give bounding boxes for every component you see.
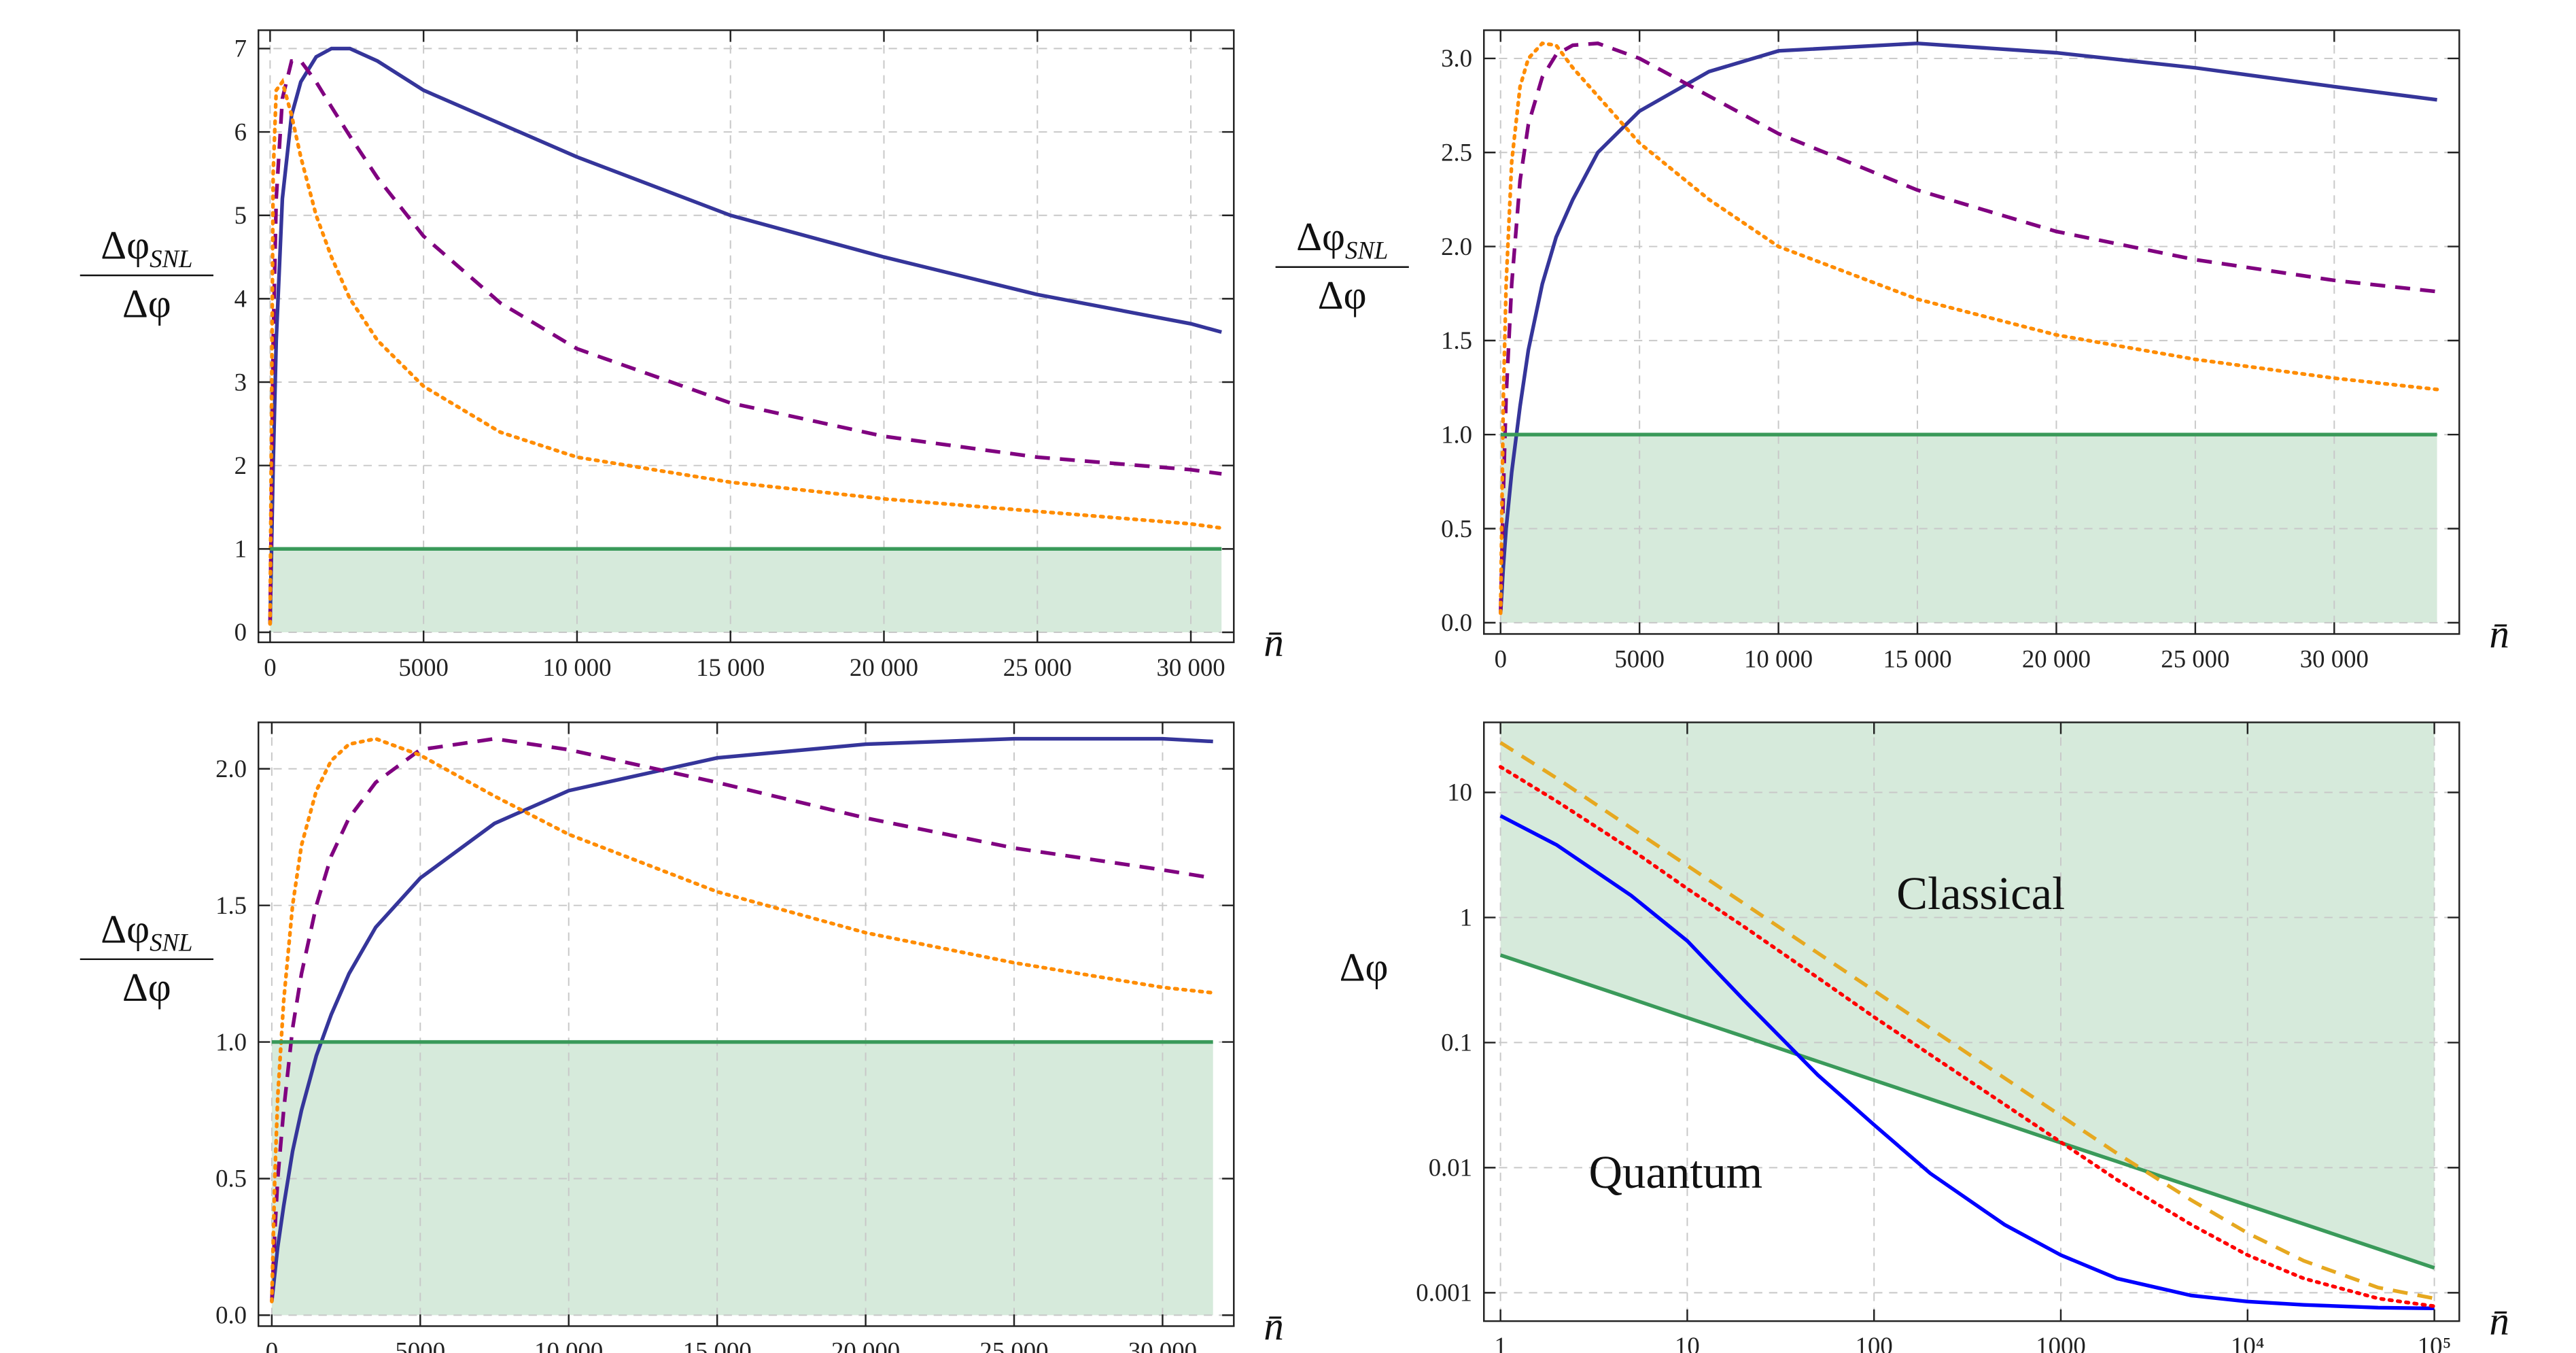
x-tick-label: 30 000 bbox=[1128, 1337, 1197, 1353]
y-axis-label: Δφ bbox=[1340, 946, 1389, 990]
y-tick-label: 5 bbox=[234, 201, 247, 229]
series-line bbox=[1499, 41, 2439, 615]
plot-frame bbox=[257, 721, 1235, 1327]
y-tick-label: 1.5 bbox=[1441, 326, 1472, 354]
series-line bbox=[270, 736, 1214, 1302]
x-tick-label: 0 bbox=[1495, 645, 1507, 673]
series-line bbox=[1499, 41, 2437, 614]
plot-frame bbox=[1483, 721, 2460, 1322]
x-tick-label: 100 bbox=[1856, 1332, 1893, 1353]
y-tick-label: 0.0 bbox=[215, 1301, 247, 1329]
x-tick-label: 15 000 bbox=[1883, 645, 1951, 673]
y-tick-label: 3 bbox=[234, 368, 247, 396]
x-tick-label: 0 bbox=[266, 1337, 278, 1353]
annotation: Quantum bbox=[1589, 1146, 1763, 1198]
plot-frame bbox=[257, 29, 1235, 643]
series-line bbox=[270, 736, 1215, 1304]
numerator-symbol: Δφ bbox=[101, 907, 150, 951]
y-tick-label: 0.1 bbox=[1441, 1029, 1472, 1057]
y-tick-label: 2.0 bbox=[215, 755, 247, 783]
x-tick-label: 25 000 bbox=[979, 1337, 1048, 1353]
y-tick-label: 2 bbox=[234, 451, 247, 479]
y-axis-label-numerator: ΔφSNL bbox=[101, 907, 192, 956]
series-line bbox=[1499, 814, 2435, 1311]
y-tick-label: 7 bbox=[234, 35, 247, 63]
series-line bbox=[268, 46, 1222, 624]
x-tick-label: 10⁴ bbox=[2231, 1332, 2265, 1353]
x-axis-label: n̄ bbox=[2489, 1299, 2509, 1343]
x-tick-label: 0 bbox=[264, 653, 276, 681]
y-axis-label-numerator: ΔφSNL bbox=[1296, 215, 1388, 264]
x-tick-label: 10 000 bbox=[534, 1337, 603, 1353]
x-tick-label: 5000 bbox=[396, 1337, 446, 1353]
series-line bbox=[1498, 765, 2437, 1308]
y-tick-label: 0.5 bbox=[215, 1165, 247, 1193]
plot-frame bbox=[1483, 29, 2460, 635]
y-tick-label: 2.5 bbox=[1441, 139, 1472, 167]
y-axis-label-denominator: Δφ bbox=[1318, 273, 1367, 318]
numerator-symbol: Δφ bbox=[101, 224, 150, 268]
x-tick-label: 10 000 bbox=[1744, 645, 1813, 673]
y-tick-label: 2.0 bbox=[1441, 233, 1472, 260]
y-tick-label: 1.0 bbox=[1441, 420, 1472, 448]
series-line bbox=[1499, 953, 2435, 1270]
y-axis-label-denominator: Δφ bbox=[122, 965, 171, 1010]
series-line bbox=[1499, 41, 2437, 614]
series-line bbox=[1499, 740, 2435, 1301]
x-tick-label: 25 000 bbox=[2161, 645, 2229, 673]
x-tick-label: 5000 bbox=[1614, 645, 1665, 673]
x-tick-label: 20 000 bbox=[2022, 645, 2091, 673]
y-tick-label: 0.5 bbox=[1441, 515, 1472, 543]
annotation: Classical bbox=[1896, 868, 2065, 919]
x-tick-label: 25 000 bbox=[1003, 653, 1072, 681]
y-tick-label: 10 bbox=[1447, 778, 1472, 806]
y-tick-label: 3.0 bbox=[1441, 44, 1472, 72]
numerator-subscript: SNL bbox=[150, 245, 192, 273]
y-tick-label: 4 bbox=[234, 285, 247, 313]
x-tick-label: 30 000 bbox=[2300, 645, 2369, 673]
series-line bbox=[268, 59, 1222, 624]
y-tick-label: 1 bbox=[234, 535, 247, 563]
y-tick-label: 0.01 bbox=[1429, 1154, 1472, 1182]
region bbox=[1500, 722, 2435, 1268]
y-tick-label: 1 bbox=[1460, 904, 1472, 931]
x-tick-label: 30 000 bbox=[1156, 653, 1225, 681]
y-tick-label: 1.5 bbox=[215, 891, 247, 919]
x-tick-label: 15 000 bbox=[696, 653, 765, 681]
x-tick-label: 1 bbox=[1494, 1332, 1506, 1353]
numerator-subscript: SNL bbox=[150, 929, 192, 957]
region bbox=[270, 549, 1222, 632]
x-tick-label: 10 000 bbox=[542, 653, 611, 681]
x-axis-label: n̄ bbox=[1264, 1304, 1283, 1348]
numerator-subscript: SNL bbox=[1345, 237, 1388, 264]
x-axis-label: n̄ bbox=[1264, 620, 1283, 664]
chart: 0 5000 10 000 15 000 20 000 25 000 30 000 0.0 0.… bbox=[1275, 29, 2509, 673]
x-axis-label: n̄ bbox=[2489, 612, 2509, 656]
x-tick-label: 5000 bbox=[398, 653, 449, 681]
y-tick-label: 1.0 bbox=[215, 1028, 247, 1056]
y-axis-label-numerator: ΔφSNL bbox=[101, 224, 192, 273]
x-tick-label: 20 000 bbox=[831, 1337, 900, 1353]
y-axis-label-denominator: Δφ bbox=[122, 281, 171, 326]
y-tick-label: 0.0 bbox=[1441, 609, 1472, 636]
chart: 0 5000 10 000 15 000 20 000 25 000 30 000 0 1 2 3 4… bbox=[80, 29, 1284, 681]
numerator-symbol: Δφ bbox=[1296, 215, 1345, 259]
x-tick-label: 20 000 bbox=[850, 653, 918, 681]
y-tick-label: 0.001 bbox=[1416, 1279, 1472, 1307]
x-tick-label: 10⁵ bbox=[2418, 1332, 2452, 1353]
chart: 1 10 100 1000 10⁴ 10⁵ 0.001 0.01 0.1 1 10 n̄ Δφ Class… bbox=[1340, 721, 2509, 1353]
series-line bbox=[268, 78, 1223, 626]
x-tick-label: 10 bbox=[1675, 1332, 1700, 1353]
y-tick-label: 6 bbox=[234, 118, 247, 145]
x-tick-label: 1000 bbox=[2036, 1332, 2086, 1353]
x-tick-label: 15 000 bbox=[683, 1337, 752, 1353]
chart: 0 5000 10 000 15 000 20 000 25 000 30 000 0.0 0.… bbox=[80, 721, 1284, 1353]
y-tick-label: 0 bbox=[234, 618, 247, 646]
series-line bbox=[270, 736, 1213, 1302]
